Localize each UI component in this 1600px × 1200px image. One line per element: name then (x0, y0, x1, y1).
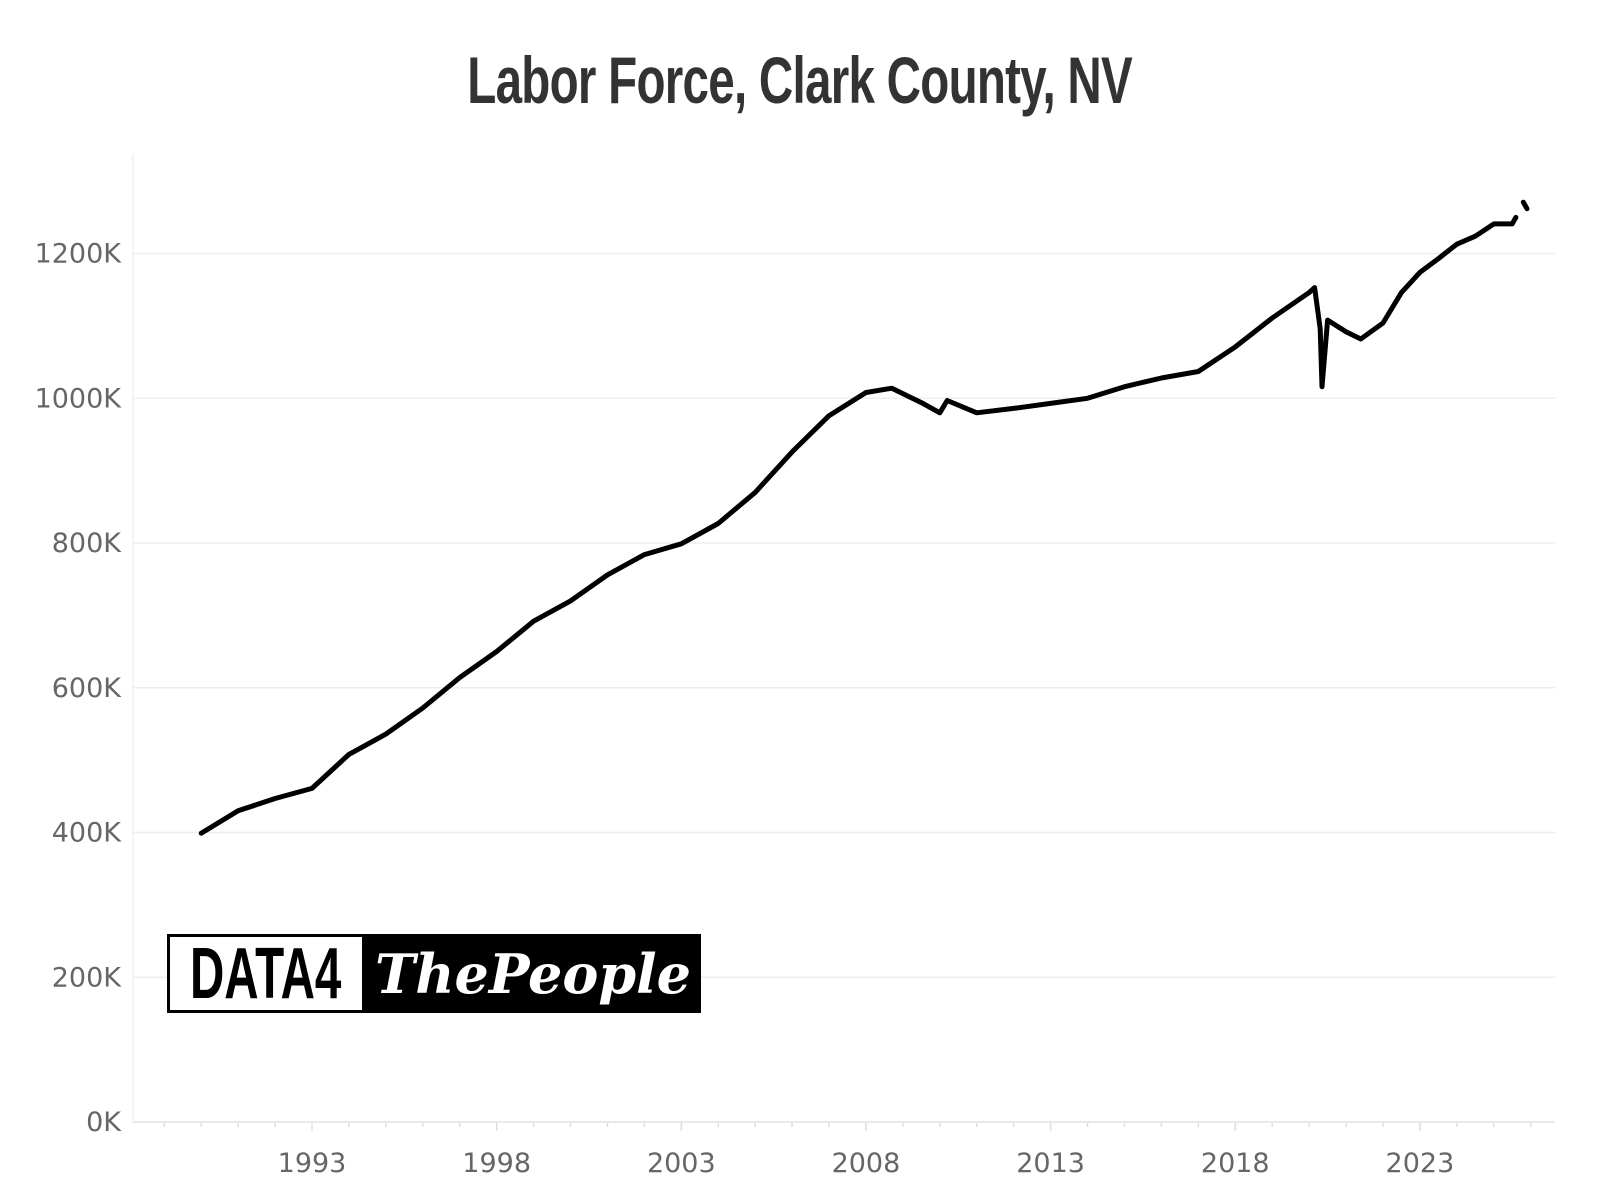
logo-text-1: DATA4 (190, 933, 342, 1014)
x-tick-label: 1993 (278, 1148, 347, 1179)
y-tick-label: 1200K (35, 239, 123, 270)
x-tick-label: 2003 (647, 1148, 716, 1179)
y-tick-label: 0K (86, 1107, 122, 1138)
series-line-labor-force (198, 199, 1530, 836)
logo-part-data4: DATA4 (167, 933, 365, 1014)
y-tick-label: 400K (52, 818, 123, 849)
chart-title: Labor Force, Clark County, NV (0, 42, 1600, 118)
x-tick-label: 2018 (1201, 1148, 1270, 1179)
chart-title-text: Labor Force, Clark County, NV (467, 43, 1133, 117)
logo-text-2: ThePeople (375, 941, 691, 1006)
logo-part-thepeople: ThePeople (365, 934, 701, 1013)
x-tick-label: 1998 (462, 1148, 531, 1179)
y-tick-label: 1000K (35, 383, 123, 414)
data4thepeople-logo: DATA4 ThePeople (167, 933, 701, 1014)
y-tick-label: 800K (52, 528, 123, 559)
y-tick-label: 200K (52, 962, 123, 993)
y-tick-label: 600K (52, 673, 123, 704)
x-tick-label: 2008 (832, 1148, 901, 1179)
x-tick-label: 2023 (1386, 1148, 1455, 1179)
x-tick-label: 2013 (1016, 1148, 1085, 1179)
